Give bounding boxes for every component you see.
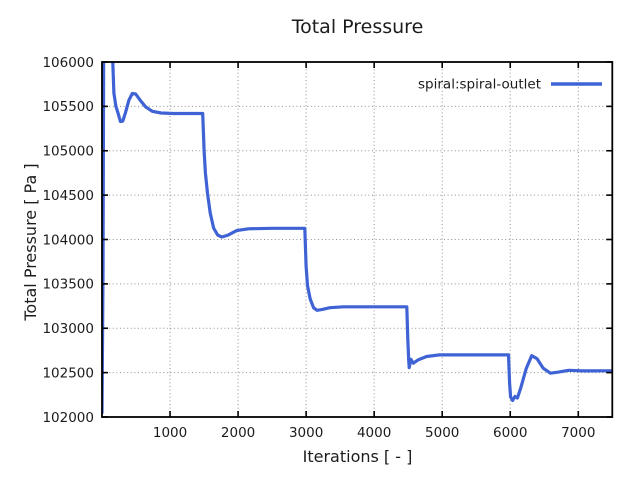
y-tick-label: 102500 <box>42 365 94 381</box>
x-tick-label: 2000 <box>221 425 255 441</box>
x-tick-label: 4000 <box>357 425 391 441</box>
y-tick-label: 104000 <box>42 232 94 248</box>
plot-border <box>101 61 614 418</box>
x-tick-label: 6000 <box>493 425 527 441</box>
chart-title: Total Pressure <box>291 16 424 38</box>
legend-label: spiral:spiral-outlet <box>418 77 541 93</box>
series-layer <box>102 62 613 415</box>
y-tick-label: 103500 <box>42 277 94 293</box>
grid-lines <box>102 61 613 418</box>
series-line <box>102 62 613 415</box>
x-tick-label: 5000 <box>425 425 459 441</box>
y-tick-label: 103000 <box>42 321 94 337</box>
y-tick-label: 105500 <box>42 99 94 115</box>
y-tick-label: 105000 <box>42 144 94 160</box>
y-tick-label: 104500 <box>42 188 94 204</box>
x-tick-label: 1000 <box>153 425 187 441</box>
y-tick-label: 102000 <box>42 410 94 426</box>
x-tick-label: 7000 <box>561 425 595 441</box>
x-axis-label: Iterations [ - ] <box>302 447 413 466</box>
y-tick-label: 106000 <box>42 55 94 71</box>
x-tick-label: 3000 <box>289 425 323 441</box>
axes: 1000 2000 3000 4000 5000 6000 7000 102000 102500… <box>42 55 614 441</box>
